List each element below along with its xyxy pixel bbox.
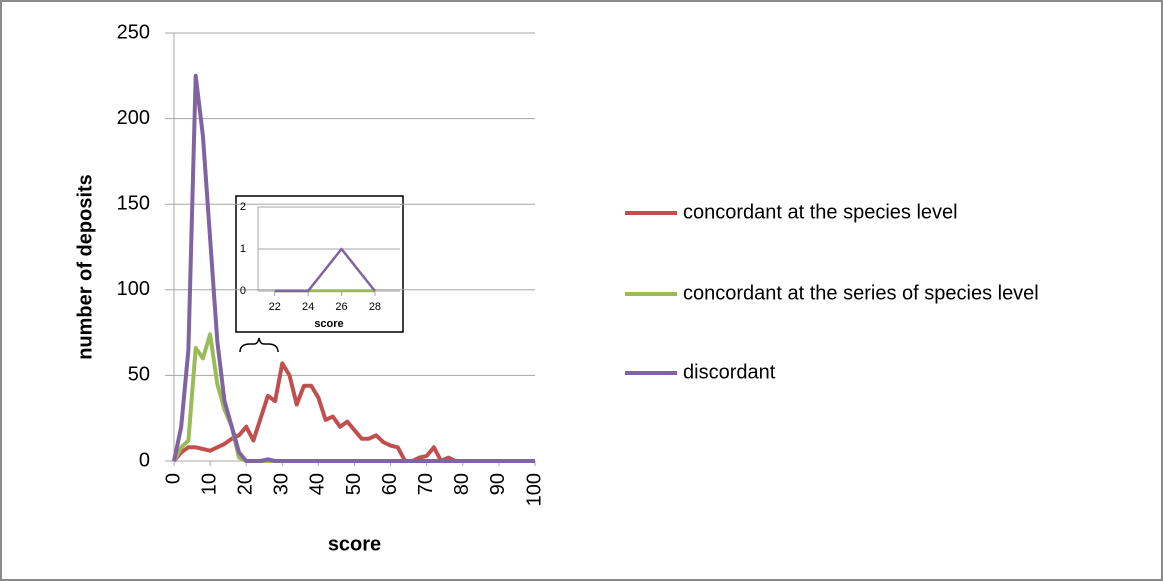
x-tick-label: 30 xyxy=(271,473,293,495)
y-tick-label: 2 xyxy=(240,201,246,213)
x-tick-label: 28 xyxy=(369,301,381,313)
legend-label: concordant at the series of species leve… xyxy=(683,282,1039,304)
x-tick-label: 50 xyxy=(343,473,365,495)
legend-label: concordant at the species level xyxy=(683,201,958,223)
y-tick-label: 250 xyxy=(117,21,150,43)
y-axis-title: number of deposits xyxy=(74,174,96,360)
line-series xyxy=(274,247,376,293)
x-tick-label: 10 xyxy=(198,473,220,495)
y-tick-label: 200 xyxy=(117,107,150,129)
x-tick-label: 24 xyxy=(302,301,314,313)
x-tick-label: 60 xyxy=(379,473,401,495)
brace xyxy=(239,337,279,353)
x-tick-label: 80 xyxy=(451,473,473,495)
y-tick-label: 0 xyxy=(240,285,246,297)
y-tick-label: 0 xyxy=(139,449,150,471)
x-tick-label: 40 xyxy=(307,473,329,495)
x-axis-title: score xyxy=(328,533,381,555)
x-tick-label: 70 xyxy=(415,473,437,495)
x-axis-title: score xyxy=(314,318,343,330)
x-tick-label: 22 xyxy=(269,301,281,313)
inset-frame xyxy=(235,195,404,333)
legend-label: discordant xyxy=(683,361,776,383)
x-tick-label: 20 xyxy=(234,473,256,495)
x-tick-label: 0 xyxy=(162,473,184,484)
y-tick-label: 150 xyxy=(117,192,150,214)
line-series xyxy=(172,73,535,463)
y-tick-label: 1 xyxy=(240,243,246,255)
y-tick-label: 100 xyxy=(117,278,150,300)
x-tick-label: 90 xyxy=(487,473,509,495)
x-tick-label: 26 xyxy=(335,301,347,313)
x-tick-label: 100 xyxy=(523,473,545,506)
y-tick-label: 50 xyxy=(128,364,150,386)
